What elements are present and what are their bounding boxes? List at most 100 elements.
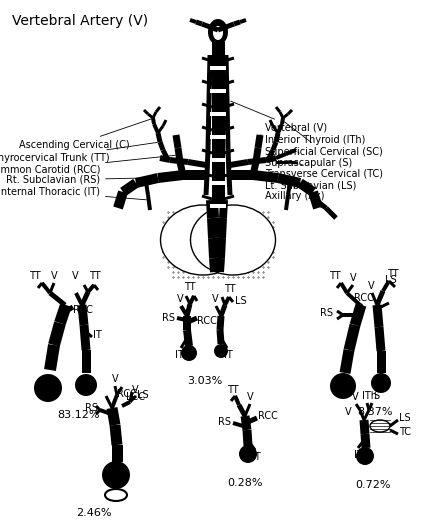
Polygon shape <box>252 148 262 163</box>
Text: Transverse Cervical (TC): Transverse Cervical (TC) <box>265 164 383 179</box>
Ellipse shape <box>370 420 390 432</box>
Polygon shape <box>230 395 236 402</box>
Text: TT: TT <box>224 284 236 294</box>
Polygon shape <box>269 119 274 127</box>
Polygon shape <box>360 419 369 434</box>
Polygon shape <box>110 394 119 409</box>
Polygon shape <box>371 292 378 306</box>
Polygon shape <box>350 303 366 327</box>
Polygon shape <box>215 306 222 317</box>
Polygon shape <box>266 155 276 163</box>
Bar <box>210 158 226 162</box>
Polygon shape <box>355 403 361 411</box>
Text: V: V <box>350 273 356 283</box>
Polygon shape <box>221 297 226 306</box>
Bar <box>210 181 226 185</box>
Polygon shape <box>224 195 235 201</box>
Polygon shape <box>266 149 275 161</box>
Text: IT: IT <box>252 452 260 462</box>
Polygon shape <box>272 125 279 134</box>
Polygon shape <box>241 415 252 430</box>
Text: IT: IT <box>175 350 184 360</box>
Text: Ascending Cervical (C): Ascending Cervical (C) <box>19 119 151 150</box>
Polygon shape <box>389 428 399 435</box>
Polygon shape <box>147 113 154 119</box>
Text: V: V <box>368 281 375 291</box>
Polygon shape <box>225 100 231 150</box>
Polygon shape <box>188 295 196 305</box>
Polygon shape <box>308 191 323 209</box>
Text: Rt. Subclavian (RS): Rt. Subclavian (RS) <box>6 175 140 185</box>
Polygon shape <box>193 295 198 302</box>
Text: IT: IT <box>224 350 232 360</box>
Polygon shape <box>152 123 160 134</box>
Polygon shape <box>158 141 165 151</box>
Polygon shape <box>340 349 354 374</box>
Polygon shape <box>282 113 289 119</box>
Polygon shape <box>252 170 279 183</box>
Polygon shape <box>129 395 137 403</box>
Polygon shape <box>220 337 228 349</box>
Polygon shape <box>201 22 219 33</box>
Polygon shape <box>93 284 99 291</box>
Polygon shape <box>185 296 191 304</box>
Polygon shape <box>223 296 231 306</box>
Text: RS: RS <box>162 313 175 323</box>
Polygon shape <box>155 106 161 113</box>
Polygon shape <box>275 152 287 160</box>
Polygon shape <box>180 337 188 349</box>
Ellipse shape <box>208 19 228 45</box>
Polygon shape <box>160 155 170 163</box>
Polygon shape <box>209 258 222 272</box>
Polygon shape <box>244 403 252 416</box>
Text: Vertebral (V): Vertebral (V) <box>231 101 327 133</box>
Polygon shape <box>205 100 211 150</box>
Polygon shape <box>255 134 263 149</box>
Polygon shape <box>232 421 244 428</box>
Polygon shape <box>207 218 220 238</box>
Polygon shape <box>41 282 51 294</box>
Circle shape <box>102 461 130 489</box>
Polygon shape <box>287 109 293 115</box>
Polygon shape <box>224 125 235 131</box>
Text: 0.28%: 0.28% <box>227 478 263 488</box>
Text: IT: IT <box>93 330 102 340</box>
Polygon shape <box>189 18 197 24</box>
Circle shape <box>34 374 62 402</box>
Polygon shape <box>218 304 227 317</box>
Polygon shape <box>218 218 227 238</box>
Polygon shape <box>224 172 235 177</box>
Polygon shape <box>183 316 191 330</box>
Text: TT: TT <box>227 385 239 395</box>
Polygon shape <box>201 149 212 154</box>
Circle shape <box>356 447 374 465</box>
Polygon shape <box>233 395 241 406</box>
Polygon shape <box>44 344 60 371</box>
Polygon shape <box>297 179 316 196</box>
Polygon shape <box>339 282 349 294</box>
Text: LS: LS <box>385 275 397 285</box>
Polygon shape <box>190 295 195 302</box>
Polygon shape <box>217 238 226 258</box>
Polygon shape <box>344 324 360 351</box>
Polygon shape <box>336 282 342 289</box>
Polygon shape <box>216 258 225 272</box>
Polygon shape <box>48 321 66 347</box>
Polygon shape <box>113 386 119 395</box>
Text: V: V <box>72 271 78 281</box>
Polygon shape <box>156 132 163 143</box>
Polygon shape <box>276 123 284 134</box>
Polygon shape <box>201 57 212 62</box>
Polygon shape <box>239 18 247 24</box>
Bar <box>210 112 226 116</box>
Polygon shape <box>187 316 198 324</box>
Bar <box>210 204 226 208</box>
Text: Rt. Common Carotid (RCC): Rt. Common Carotid (RCC) <box>0 155 175 175</box>
Polygon shape <box>273 132 280 143</box>
Polygon shape <box>86 284 95 293</box>
Polygon shape <box>357 439 365 449</box>
Text: IT: IT <box>354 450 362 460</box>
Polygon shape <box>183 330 193 346</box>
Text: RCC: RCC <box>354 293 374 303</box>
Polygon shape <box>129 392 133 402</box>
